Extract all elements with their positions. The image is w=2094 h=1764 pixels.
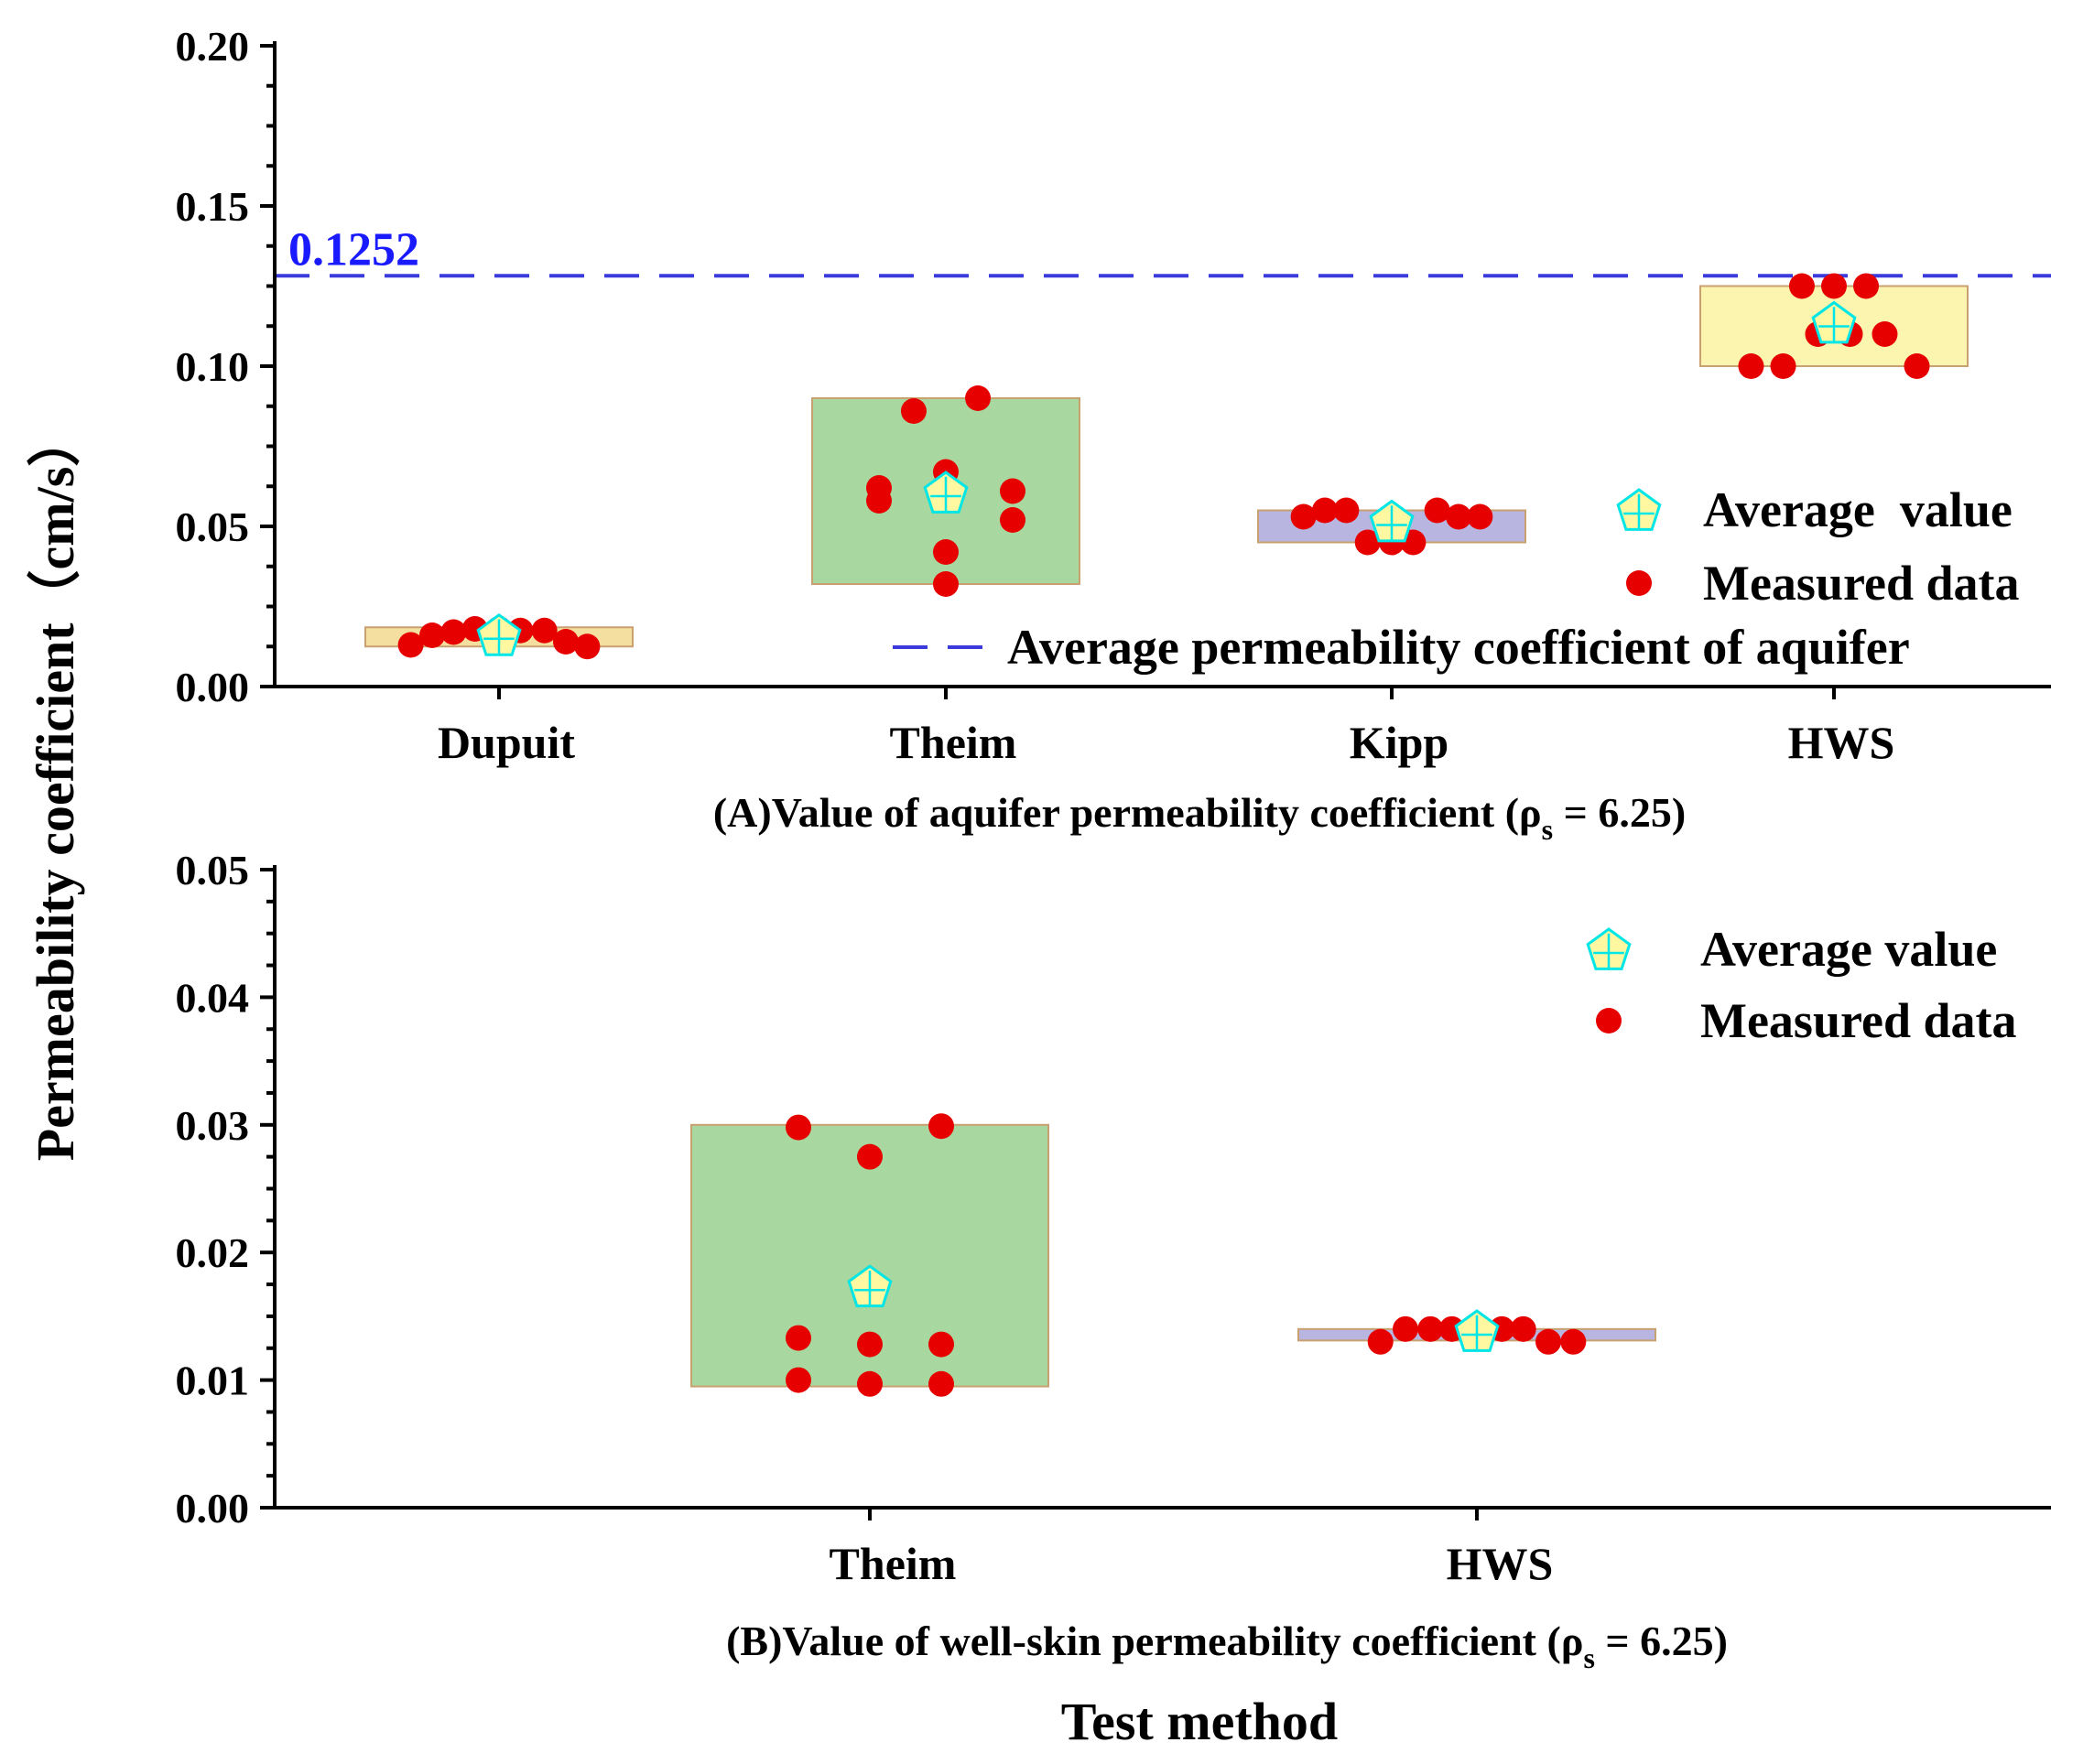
y-tick-label: 0.04 [176,974,250,1021]
panel-title: (A)Value of aquifer permeability coeffic… [713,789,1686,846]
average-marker-hws [1811,300,1857,344]
measured-point [1367,1328,1394,1355]
y-tick-label: 0.00 [176,664,250,710]
average-marker-theim [847,1264,893,1308]
legend: Average value Measured data Average permea… [893,482,2020,675]
legend-measured-label: Measured data [1703,556,2020,611]
panel-title-suffix: = 6.25) [1595,1618,1728,1664]
measured-point [1467,503,1493,530]
y-tick-label: 0.05 [176,503,250,550]
x-tick-label: HWS [1788,717,1895,768]
measured-point [1354,529,1381,556]
panel-title: (B)Value of well-skin permeability coeff… [726,1618,1728,1674]
y-tick-label: 0.02 [176,1229,250,1276]
x-tick-label: HWS [1447,1538,1554,1589]
legend-average-icon [1616,488,1662,531]
measured-point [553,629,579,655]
average-marker-kipp [1369,499,1415,543]
measured-point [1424,497,1450,524]
legend-average-label: Average value [1703,482,2013,537]
measured-point [857,1370,883,1397]
measured-point [933,571,959,597]
measured-point [857,1143,883,1170]
measured-point [1333,497,1360,524]
measured-point [1000,507,1025,533]
measured-point [1853,273,1880,299]
legend-measured-icon [1626,570,1652,596]
panel-title-main: (B)Value of well-skin permeability coeff… [726,1618,1583,1664]
measured-point [933,539,959,565]
measured-point [1738,353,1764,379]
measured-point [857,1331,883,1358]
panel-title-main: (A)Value of aquifer permeability coeffic… [713,789,1542,836]
measured-point [1821,273,1847,299]
legend-line-label: Average permeability coefficient of aqui… [1007,620,1910,675]
y-tick-label: 0.03 [176,1102,250,1149]
measured-point [928,1113,954,1140]
measured-point [1788,273,1815,299]
y-tick-label: 0.05 [176,847,250,893]
x-tick-label: Kipp [1350,717,1448,768]
measured-point [1560,1328,1587,1355]
average-marker-dupuit [476,612,522,656]
y-tick-label: 0.01 [176,1358,250,1404]
panel-title-subscript: s [1542,813,1553,846]
measured-point [440,619,467,645]
measured-point [1446,503,1471,530]
measured-point [786,1325,811,1351]
legend-average-icon [1586,927,1632,970]
measured-point [1770,353,1796,379]
panel-b: 0.00 0.01 0.02 0.03 0.04 0.05 Theim HWS (B)Value… [176,847,2051,1674]
measured-point [866,488,892,514]
y-tick-label: 0.15 [176,183,250,230]
x-axis-title: Test method [1061,1692,1338,1751]
panel-a: 0.1252 0.00 0.05 0.10 0.15 0.20 Dupuit Theim Kip… [176,23,2051,846]
measured-point [928,1331,954,1358]
measured-point [1000,478,1025,504]
measured-point [1904,353,1930,379]
measured-point [786,1114,811,1141]
average-marker-hws [1454,1309,1500,1352]
panel-title-suffix: = 6.25) [1553,789,1686,836]
measured-point [1393,1315,1418,1342]
measured-point [419,622,445,648]
x-tick-label: Theim [830,1538,957,1589]
y-tick-label: 0.20 [176,23,250,70]
measured-point [1312,497,1338,524]
panel-title-subscript: s [1583,1641,1594,1674]
legend-measured-icon [1596,1008,1622,1034]
measured-point [900,398,927,424]
measured-point [965,385,992,411]
measured-point [786,1367,811,1393]
measured-point [574,633,601,660]
measured-point [928,1370,954,1397]
y-tick-label: 0.00 [176,1485,250,1531]
measured-point [1417,1315,1444,1342]
x-tick-label: Dupuit [438,717,575,768]
measured-point [1290,503,1317,530]
measured-point [531,617,558,644]
reference-line-label: 0.1252 [288,223,419,276]
measured-point [397,632,424,658]
legend-measured-label: Measured data [1700,993,2017,1048]
average-marker-theim [923,471,969,514]
y-axis-title: Permeability coefficient（cm/s） [26,414,85,1162]
legend: Average value Measured data [1586,922,2017,1048]
measured-point [1535,1328,1561,1355]
legend-average-label: Average value [1700,922,1997,977]
measured-point [1872,321,1898,347]
y-tick-label: 0.10 [176,343,250,390]
measured-point [1510,1315,1536,1342]
x-tick-label: Theim [890,717,1017,768]
